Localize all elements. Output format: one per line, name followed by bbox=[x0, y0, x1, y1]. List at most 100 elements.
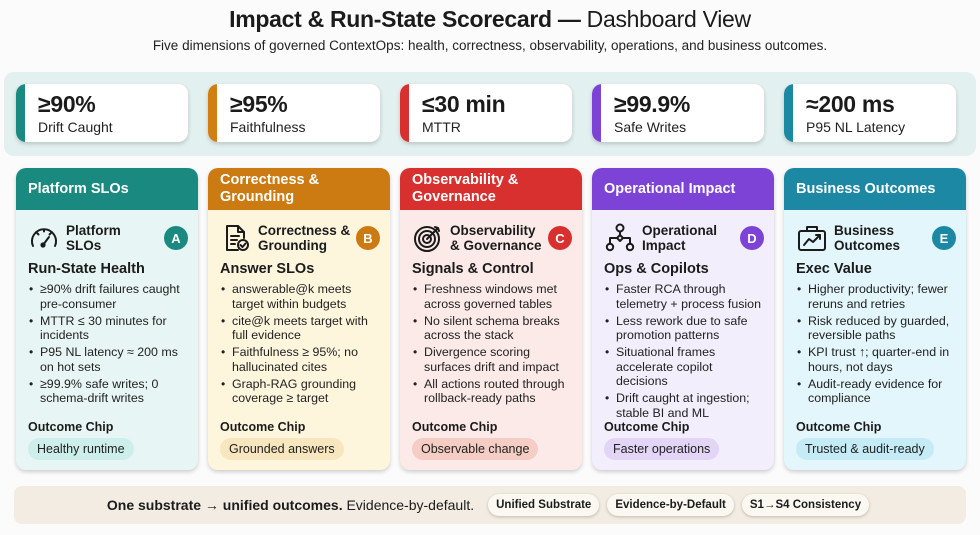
card-subtitle-line: SLOs bbox=[66, 238, 102, 253]
card-subheader: Observability & Governance C bbox=[412, 220, 572, 256]
bullet-item: Graph-RAG grounding coverage ≥ target bbox=[220, 377, 382, 406]
card-subtitle: Business Outcomes bbox=[834, 223, 932, 253]
bullet-item: P95 NL latency ≈ 200 ms on hot sets bbox=[28, 345, 190, 374]
card-badge: D bbox=[740, 226, 764, 250]
card-subtitle-line: Outcomes bbox=[834, 238, 901, 253]
card-bullet-list: Faster RCA through telemetry + process f… bbox=[604, 282, 766, 420]
bullet-item: ≥99.9% safe writes; 0 schema-drift write… bbox=[28, 377, 190, 406]
footer-tagline-bold: One substrate → unified outcomes. bbox=[106, 497, 343, 513]
card-header: Observability & Governance bbox=[400, 168, 582, 210]
kpi-card-safe-writes: ≥99.9% Safe Writes bbox=[592, 84, 764, 142]
card-header: Correctness & Grounding bbox=[208, 168, 390, 210]
bullet-item: Less rework due to safe promotion patter… bbox=[604, 314, 766, 343]
bullet-item: Freshness windows met across governed ta… bbox=[412, 282, 574, 311]
card-section-title: Answer SLOs bbox=[220, 261, 315, 277]
outcome-chip: Trusted & audit-ready bbox=[796, 438, 934, 460]
card-subtitle-line: Business bbox=[834, 223, 895, 238]
bullet-item: No silent schema breaks across the stack bbox=[412, 314, 574, 343]
bullet-item: Risk reduced by guarded, reversible path… bbox=[796, 314, 958, 343]
network-nodes-icon bbox=[604, 222, 636, 254]
footer-banner: One substrate → unified outcomes. Eviden… bbox=[14, 486, 966, 524]
card-bullet-list: Freshness windows met across governed ta… bbox=[412, 282, 574, 406]
kpi-label: Safe Writes bbox=[614, 119, 687, 135]
card-section-title: Signals & Control bbox=[412, 261, 534, 277]
card-badge: C bbox=[548, 226, 572, 250]
bullet-item: answerable@k meets target within budgets bbox=[220, 282, 382, 311]
card-subtitle-line: Correctness & bbox=[258, 223, 351, 238]
card-section-title: Ops & Copilots bbox=[604, 261, 709, 277]
kpi-label: Drift Caught bbox=[38, 119, 113, 135]
card-header: Platform SLOs bbox=[16, 168, 198, 210]
bullet-item: Faithfulness ≥ 95%; no hallucinated cite… bbox=[220, 345, 382, 374]
bullet-item: Higher productivity; fewer reruns and re… bbox=[796, 282, 958, 311]
footer-tagline-light: Evidence-by-default. bbox=[346, 497, 475, 513]
bullet-item: Divergence scoring surfaces drift and im… bbox=[412, 345, 574, 374]
outcome-chip: Healthy runtime bbox=[28, 438, 134, 460]
kpi-value: ≈200 ms bbox=[806, 91, 895, 117]
card-subtitle: Observability & Governance bbox=[450, 223, 548, 253]
card-bullet-list: answerable@k meets target within budgets… bbox=[220, 282, 382, 406]
card-section-title: Exec Value bbox=[796, 261, 872, 277]
kpi-label: P95 NL Latency bbox=[806, 119, 906, 135]
card-subheader: Business Outcomes E bbox=[796, 220, 956, 256]
outcome-chip: Faster operations bbox=[604, 438, 720, 460]
dimension-card-correctness-grounding: Correctness & Grounding Correctness & Gr… bbox=[208, 168, 390, 470]
card-bullet-list: ≥90% drift failures caught pre-consumer … bbox=[28, 282, 190, 406]
bullet-item: cite@k meets target with full evidence bbox=[220, 314, 382, 343]
footer-pill-unified-substrate: Unified Substrate bbox=[488, 494, 600, 516]
card-badge: E bbox=[932, 226, 956, 250]
dimension-card-operational-impact: Operational Impact Operational Impact D … bbox=[592, 168, 774, 470]
dimension-card-business-outcomes: Business Outcomes Business Outcomes E Ex… bbox=[784, 168, 966, 470]
bullet-item: KPI trust ↑; quarter-end in hours, not d… bbox=[796, 345, 958, 374]
bullet-item: Audit-ready evidence for compliance bbox=[796, 377, 958, 406]
page-title-light: Dashboard View bbox=[586, 6, 751, 32]
page-subtitle: Five dimensions of governed ContextOps: … bbox=[152, 38, 828, 53]
outcome-chip: Observable change bbox=[412, 438, 539, 460]
footer-pill-s1-s4-consistency: S1→S4 Consistency bbox=[741, 494, 870, 516]
kpi-value: ≥99.9% bbox=[614, 91, 691, 117]
card-subtitle-line: Impact bbox=[642, 238, 686, 253]
document-check-icon bbox=[220, 222, 252, 254]
card-subtitle-line: Operational bbox=[642, 223, 718, 238]
card-subtitle: Platform SLOs bbox=[66, 223, 164, 253]
kpi-label: Faithfulness bbox=[230, 119, 306, 135]
dimension-card-platform-slos: Platform SLOs Platform SLOs A Run-State … bbox=[16, 168, 198, 470]
kpi-card-mttr: ≤30 min MTTR bbox=[400, 84, 572, 142]
card-badge: A bbox=[164, 226, 188, 250]
kpi-value: ≥95% bbox=[230, 91, 288, 117]
briefcase-trend-icon bbox=[796, 222, 828, 254]
card-subheader: Operational Impact D bbox=[604, 220, 764, 256]
target-icon bbox=[412, 222, 444, 254]
bullet-item: ≥90% drift failures caught pre-consumer bbox=[28, 282, 190, 311]
card-badge: B bbox=[356, 226, 380, 250]
card-subtitle: Correctness & Grounding bbox=[258, 223, 356, 253]
card-subtitle-line: Platform bbox=[66, 223, 121, 238]
footer-tagline: One substrate → unified outcomes. Eviden… bbox=[107, 497, 474, 513]
card-bullet-list: Higher productivity; fewer reruns and re… bbox=[796, 282, 958, 406]
outcome-chip-label: Outcome Chip bbox=[28, 420, 114, 434]
kpi-value: ≤30 min bbox=[422, 91, 506, 117]
card-subheader: Platform SLOs A bbox=[28, 220, 188, 256]
card-section-title: Run-State Health bbox=[28, 261, 145, 277]
page-title-bold: Impact & Run-State Scorecard — bbox=[229, 6, 581, 32]
card-subtitle: Operational Impact bbox=[642, 223, 740, 253]
card-subtitle-line: Grounding bbox=[258, 238, 327, 253]
kpi-card-drift-caught: ≥90% Drift Caught bbox=[16, 84, 188, 142]
kpi-card-faithfulness: ≥95% Faithfulness bbox=[208, 84, 380, 142]
card-subheader: Correctness & Grounding B bbox=[220, 220, 380, 256]
bullet-item: Faster RCA through telemetry + process f… bbox=[604, 282, 766, 311]
bullet-item: All actions routed through rollback-read… bbox=[412, 377, 574, 406]
dimension-card-observability-governance: Observability & Governance Observability… bbox=[400, 168, 582, 470]
bullet-item: Situational frames accelerate copilot de… bbox=[604, 345, 766, 389]
card-header: Operational Impact bbox=[592, 168, 774, 210]
outcome-chip-label: Outcome Chip bbox=[412, 420, 498, 434]
page-title: Impact & Run-State Scorecard — Dashboard… bbox=[0, 6, 980, 33]
outcome-chip: Grounded answers bbox=[220, 438, 344, 460]
kpi-value: ≥90% bbox=[38, 91, 96, 117]
gauge-icon bbox=[28, 222, 60, 254]
bullet-item: Drift caught at ingestion; stable BI and… bbox=[604, 391, 766, 420]
kpi-card-p95-latency: ≈200 ms P95 NL Latency bbox=[784, 84, 956, 142]
footer-pill-evidence-by-default: Evidence-by-Default bbox=[607, 494, 734, 516]
outcome-chip-label: Outcome Chip bbox=[796, 420, 882, 434]
card-subtitle-line: Observability bbox=[450, 223, 536, 238]
